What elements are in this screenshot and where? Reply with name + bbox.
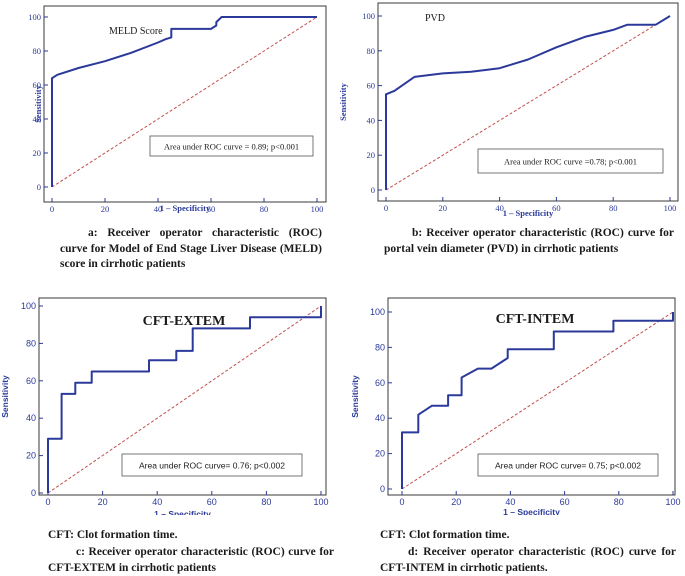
- reference-line-a: [51, 16, 318, 188]
- chart-title-a: MELD Score: [109, 26, 163, 37]
- y-tick-label-b: 80: [367, 46, 376, 56]
- y-tick-label-d: 100: [370, 307, 385, 317]
- auc-annotation-d: Area under ROC curve= 0.75; p<0.002: [495, 461, 641, 471]
- auc-box-c: [121, 453, 303, 477]
- y-tick-label-c: 100: [21, 301, 36, 311]
- caption-label-a: a:: [88, 227, 98, 239]
- y-tick-label-d: 0: [380, 484, 385, 494]
- chart-panel-a: 0 20 40 60 80 100 0 20 40 60 80 100 MELD Score Area u…: [0, 0, 335, 227]
- caption-label-d: d:: [408, 546, 419, 558]
- caption-label-c: c:: [76, 546, 85, 558]
- footnote-d: CFT: Clot formation time.: [380, 529, 510, 541]
- auc-annotation-c: Area under ROC curve= 0.76; p<0.002: [139, 461, 285, 471]
- caption-d: d: Receiver operator characteristic (ROC…: [380, 545, 676, 576]
- x-tick-label-c: 80: [261, 497, 271, 507]
- x-tick-label-d: 100: [665, 497, 680, 507]
- caption-a: a: Receiver operator characteristic (ROC…: [60, 226, 322, 273]
- auc-box-d: [477, 453, 659, 477]
- reference-line-b: [385, 15, 671, 191]
- footnote-c: CFT: Clot formation time.: [48, 529, 178, 541]
- y-tick-label-d: 40: [375, 413, 385, 423]
- x-tick-label-c: 20: [98, 497, 108, 507]
- y-tick-label-d: 20: [375, 449, 385, 459]
- caption-text-d: Receiver operator characteristic (ROC) c…: [380, 546, 677, 574]
- chart-panel-d: 0 20 40 60 80 100 0 20 40 60 80 100 CFT-INTEM Area un…: [340, 293, 685, 520]
- roc-curve-line-b: [385, 15, 671, 190]
- x-tick-label-c: 0: [45, 497, 50, 507]
- auc-box-a: [149, 135, 314, 157]
- y-tick-label-c: 20: [26, 451, 36, 461]
- y-tick-label-b: 20: [367, 150, 376, 160]
- reference-line-d: [401, 311, 674, 490]
- chart-panel-c: 0 20 40 60 80 100 0 20 40 60 80 100 CFT-EXTEM Area un…: [0, 293, 335, 520]
- caption-text-b: Receiver operator characteristic (ROC) c…: [384, 227, 675, 255]
- y-tick-label-c: 0: [31, 488, 36, 498]
- y-tick-label-a: 80: [33, 46, 42, 56]
- y-axis-label-a: Sensitivity: [33, 84, 43, 123]
- roc-curve-line-c: [47, 306, 322, 493]
- y-tick-label-a: 20: [33, 148, 42, 158]
- x-tick-label-d: 40: [505, 497, 515, 507]
- x-tick-label-b: 0: [384, 203, 388, 213]
- y-axis-label-d: Sensitivity: [350, 375, 360, 418]
- y-tick-label-d: 80: [375, 342, 385, 352]
- roc-chart-a: 0 20 40 60 80 100 0 20 40 60 80 100 MELD Score Area u…: [28, 5, 327, 214]
- reference-line-c: [47, 305, 322, 494]
- y-axis-label-c: Sensitivity: [0, 375, 10, 418]
- x-axis-label-b: 1 – Specificity: [503, 208, 554, 218]
- x-tick-label-a: 0: [50, 204, 54, 214]
- x-tick-label-a: 60: [207, 204, 216, 214]
- roc-curve-line-a: [51, 16, 317, 187]
- auc-annotation-b: Area under ROC curve =0.78; p<0.001: [504, 157, 637, 167]
- x-tick-label-c: 100: [313, 497, 328, 507]
- caption-c: c: Receiver operator characteristic (ROC…: [48, 545, 334, 576]
- y-axis-label-b: Sensitivity: [340, 82, 348, 121]
- x-tick-label-b: 100: [664, 203, 677, 213]
- x-tick-label-a: 40: [154, 204, 163, 214]
- caption-text-a: Receiver operator characteristic (ROC) c…: [60, 227, 322, 270]
- y-tick-label-d: 60: [375, 378, 385, 388]
- chart-title-b: PVD: [425, 13, 445, 24]
- y-tick-label-a: 0: [37, 182, 41, 192]
- chart-title-c: CFT-EXTEM: [143, 314, 226, 329]
- chart-title-d: CFT-INTEM: [496, 312, 575, 327]
- x-tick-label-b: 80: [609, 203, 618, 213]
- x-tick-label-d: 0: [399, 497, 404, 507]
- x-tick-label-d: 60: [560, 497, 570, 507]
- y-tick-label-c: 80: [26, 338, 36, 348]
- x-axis-label-d: 1 – Specificity: [503, 507, 560, 515]
- x-axis-label-c: 1 – Specificity: [154, 509, 211, 515]
- y-tick-label-b: 0: [371, 185, 375, 195]
- x-tick-label-c: 60: [207, 497, 217, 507]
- x-tick-label-b: 20: [439, 203, 448, 213]
- y-tick-label-c: 40: [26, 413, 36, 423]
- roc-chart-d: 0 20 40 60 80 100 0 20 40 60 80 100 CFT-INTEM Area un…: [350, 297, 681, 517]
- auc-box-b: [477, 148, 664, 174]
- x-tick-label-d: 20: [451, 497, 461, 507]
- y-tick-label-b: 60: [367, 81, 376, 91]
- x-tick-label-b: 40: [495, 203, 504, 213]
- roc-chart-b: 0 20 40 60 80 100 0 20 40 60 80 100 PVD Area under RO…: [338, 2, 679, 218]
- x-axis-label-a: 1 – Specificity: [160, 203, 211, 213]
- y-tick-label-b: 100: [362, 11, 375, 21]
- x-tick-label-c: 40: [152, 497, 162, 507]
- x-tick-label-a: 100: [311, 204, 324, 214]
- x-tick-label-a: 80: [260, 204, 269, 214]
- x-tick-label-a: 20: [101, 204, 110, 214]
- plot-frame-a: [43, 5, 327, 203]
- y-tick-label-c: 60: [26, 376, 36, 386]
- auc-annotation-a: Area under ROC curve = 0.89; p<0.001: [164, 142, 299, 152]
- chart-panel-b: 0 20 40 60 80 100 0 20 40 60 80 100 PVD Area under RO…: [338, 0, 685, 227]
- y-tick-label-a: 40: [33, 114, 42, 124]
- y-tick-label-a: 100: [28, 12, 41, 22]
- caption-label-b: b:: [412, 227, 423, 239]
- caption-b: b: Receiver operator characteristic (ROC…: [384, 226, 674, 257]
- y-tick-label-b: 40: [367, 115, 376, 125]
- x-tick-label-b: 60: [552, 203, 561, 213]
- x-tick-label-d: 80: [614, 497, 624, 507]
- roc-curve-line-d: [401, 312, 674, 489]
- y-tick-label-a: 60: [33, 80, 42, 90]
- roc-chart-c: 0 20 40 60 80 100 0 20 40 60 80 100 CFT-EXTEM Area un…: [0, 297, 329, 519]
- caption-text-c: Receiver operator characteristic (ROC) c…: [48, 546, 335, 574]
